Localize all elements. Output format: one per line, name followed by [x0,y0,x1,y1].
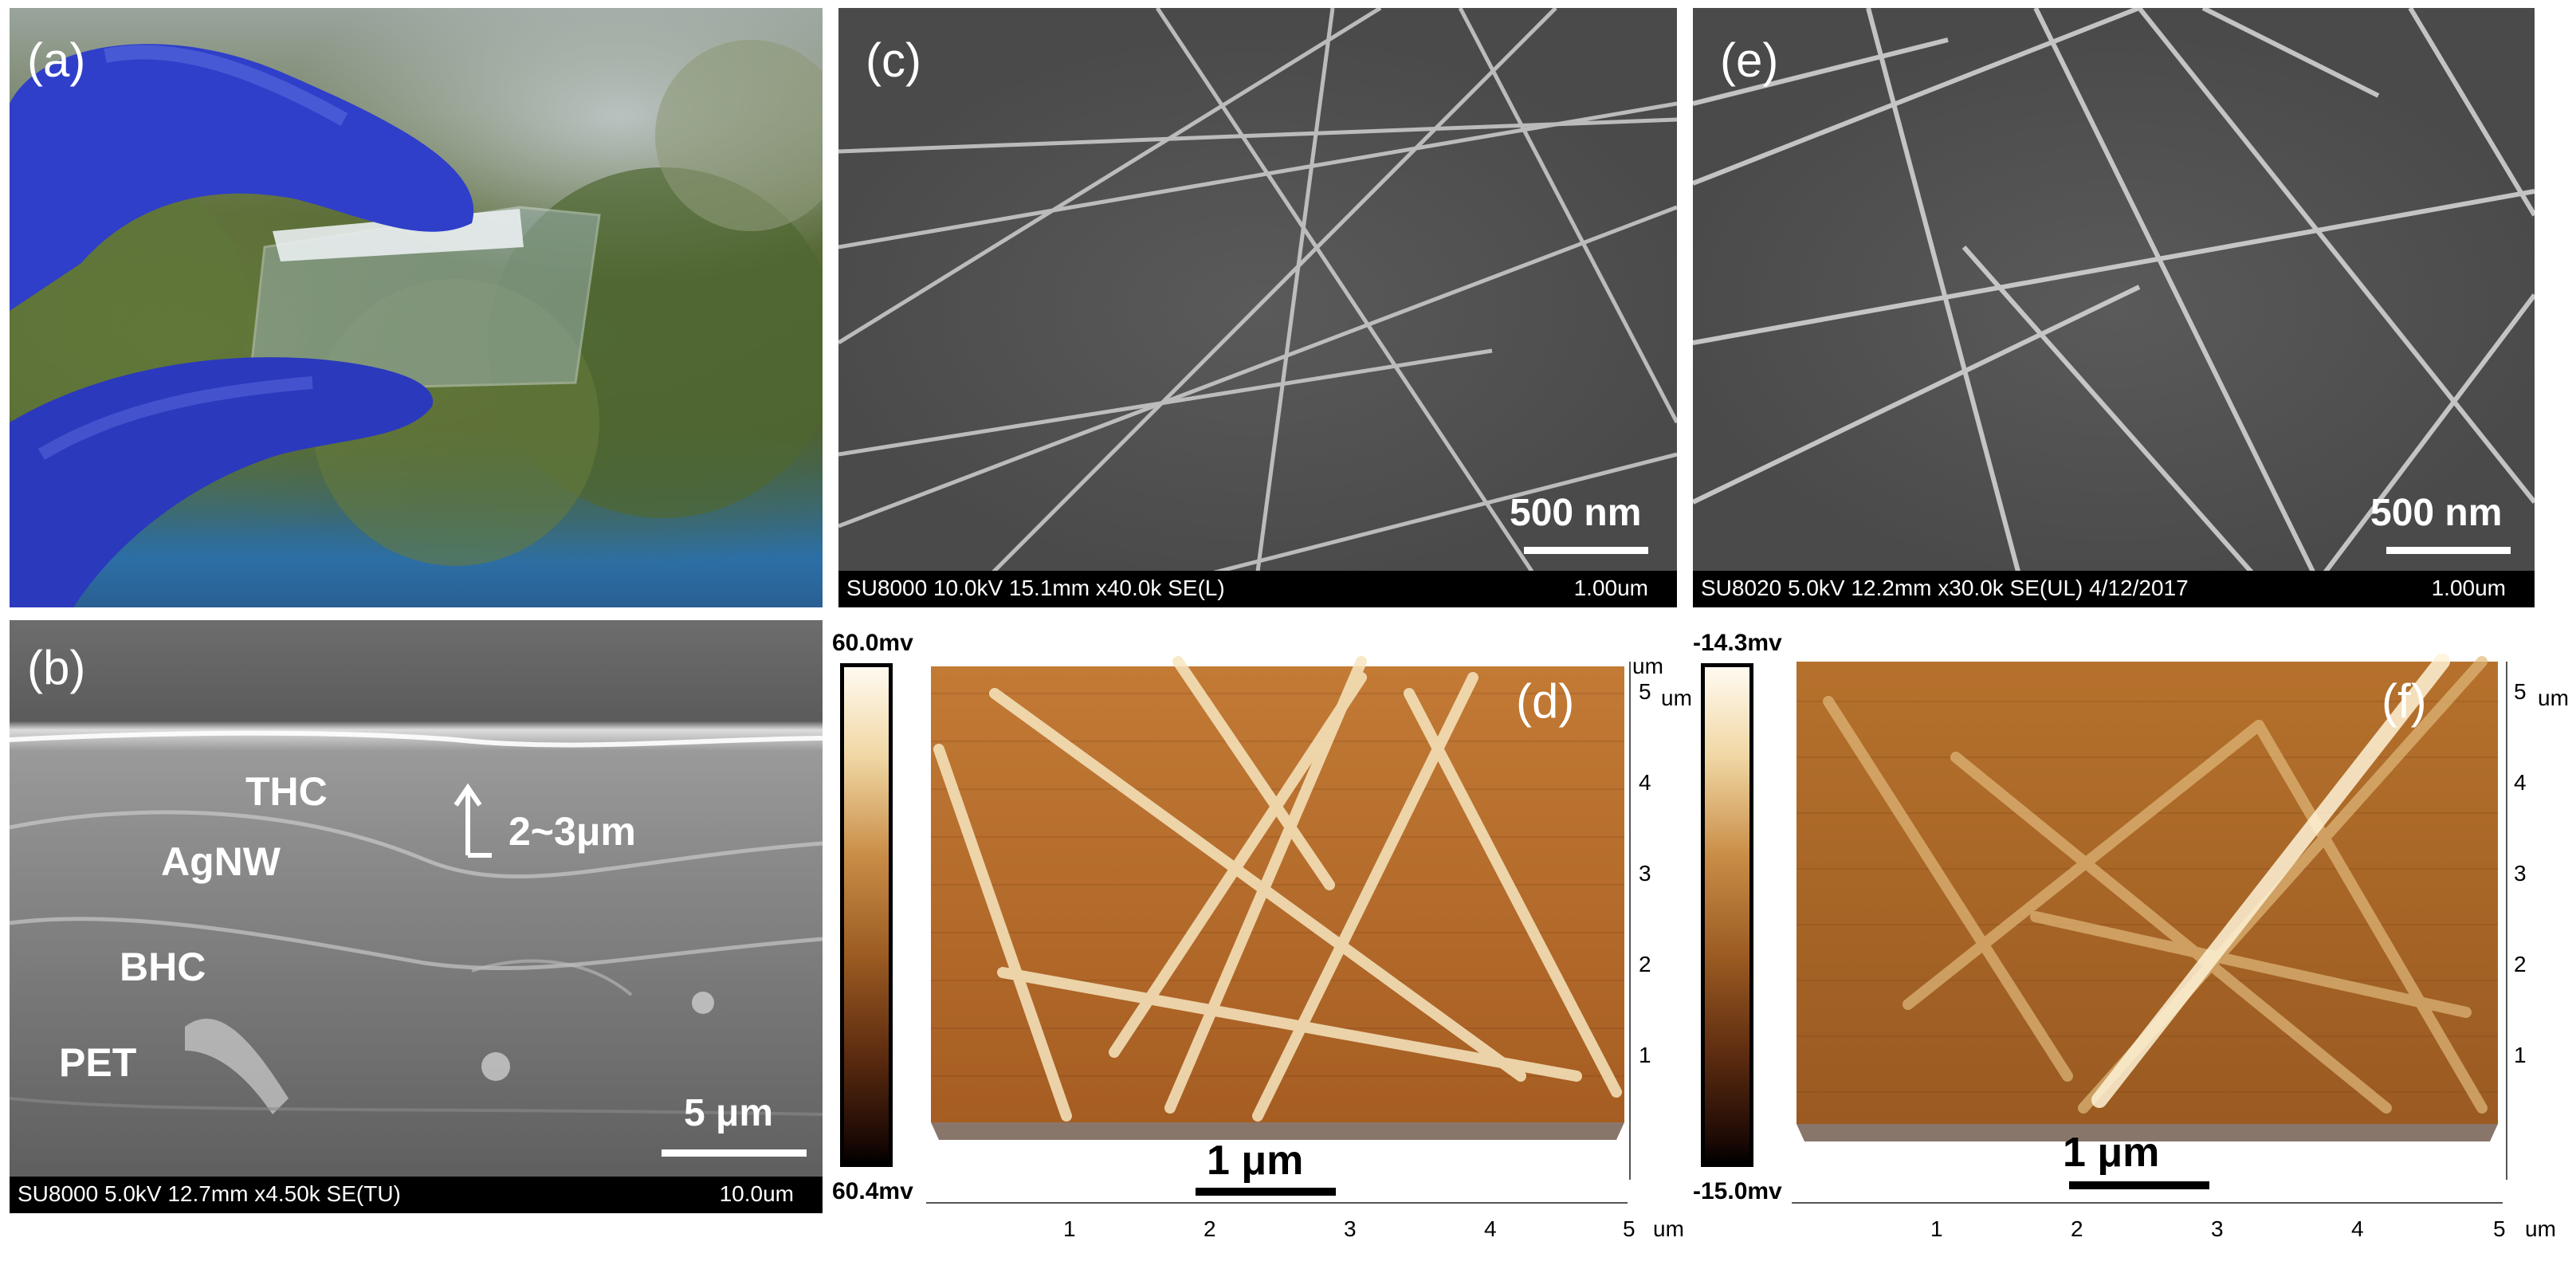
panel-d-x-unit: um [1653,1216,1684,1241]
panel-d-cbar-bottom: 60.4mv [832,1178,913,1204]
panel-c-info-scale: 1.00um [1573,576,1648,600]
panel-e-scale-text: 500 nm [2370,492,2503,534]
layer-label-pet: PET [59,1040,137,1085]
panel-c-sem: (c) 500 nm SU8000 10.0kV 15.1mm x40.0k S… [838,8,1677,607]
panel-d-scale-text: 1 μm [1207,1137,1304,1184]
panel-d-y-tick-1: 1 [1639,1043,1651,1067]
panel-f-colorbar [1701,663,1753,1167]
panel-d-cbar-top: 60.0mv [832,630,913,656]
panel-f-y-tick-5: 5 [2514,679,2527,704]
panel-d-x-tick-2: 2 [1204,1216,1216,1241]
panel-d-colorbar [840,663,893,1167]
panel-e-info-scale: 1.00um [2431,576,2506,600]
panel-d-y-tick-2: 2 [1639,952,1651,976]
panel-f-y-tick-2: 2 [2514,952,2527,976]
panel-d-x-tick-3: 3 [1344,1216,1357,1241]
panel-f-y-axis [2506,662,2507,1180]
panel-d-y-axis [1629,662,1631,1180]
panel-d-surface [931,656,1624,1140]
panel-d-y-tick-5: 5 [1639,679,1651,704]
panel-f-x-tick-5: 5 [2493,1216,2506,1241]
panel-d-x-tick-4: 4 [1484,1216,1497,1241]
panel-f-afm: -14.3mv -15.0mv (f) um 5 4 3 2 [1693,630,2570,1267]
panel-b-info: SU8000 5.0kV 12.7mm x4.50k SE(TU) [18,1181,401,1206]
panel-d-y-unit: um [1661,686,1692,710]
panel-d-scale-bar [1196,1188,1336,1196]
panel-b-info-bar: SU8000 5.0kV 12.7mm x4.50k SE(TU) 10.0um [10,1177,823,1213]
layer-label-bhc: BHC [120,945,206,989]
panel-d-y-tick-3: 3 [1639,861,1651,886]
panel-b-scale-bar [662,1149,807,1157]
panel-f-x-tick-2: 2 [2071,1216,2083,1241]
panel-f-cbar-bottom: -15.0mv [1693,1178,1782,1204]
panel-f-scale-bar [2069,1181,2209,1189]
panel-c-info: SU8000 10.0kV 15.1mm x40.0k SE(L) [846,576,1225,600]
nanowire-network-c [838,8,1677,607]
panel-f-x-tick-1: 1 [1930,1216,1943,1241]
panel-e-scale-bar [2386,547,2511,554]
panel-d-label: (d) [1516,674,1575,728]
panel-d-y-unit-top: um [1632,654,1663,678]
panel-f-surface [1797,654,2498,1141]
panel-a-label: (a) [27,33,86,87]
panel-c-info-bar: SU8000 10.0kV 15.1mm x40.0k SE(L) 1.00um [838,571,1677,607]
panel-d-afm: 60.0mv 60.4mv (d) [832,630,1693,1267]
panel-b-info-scale: 10.0um [719,1181,794,1206]
panel-e-sem: (e) 500 nm SU8020 5.0kV 12.2mm x30.0k SE… [1693,8,2535,607]
panel-f-y-tick-3: 3 [2514,861,2527,886]
gloved-hand-illustration [10,40,823,607]
layer-label-agnw: AgNW [161,839,281,884]
panel-b-sem: (b) THC AgNW BHC PET 2~3μm 5 μm SU8000 5… [10,620,823,1213]
panel-f-x-tick-3: 3 [2211,1216,2224,1241]
panel-a-photo: (a) [10,8,823,607]
panel-c-scale-text: 500 nm [1510,492,1642,534]
thickness-label: 2~3μm [509,809,636,854]
panel-b-scale-text: 5 μm [684,1092,774,1134]
layer-label-thc: THC [245,769,328,814]
panel-f-x-unit: um [2525,1216,2556,1241]
panel-c-label: (c) [866,33,921,87]
nanowire-network-e [1693,8,2535,607]
panel-f-scale-text: 1 μm [2063,1130,2160,1176]
panel-c-scale-bar [1524,547,1648,554]
panel-f-y-tick-4: 4 [2514,770,2527,795]
panel-f-label: (f) [2382,674,2427,728]
panel-b-label: (b) [27,641,86,694]
panel-d-y-tick-4: 4 [1639,770,1651,795]
panel-f-cbar-top: -14.3mv [1693,630,1782,656]
panel-e-info: SU8020 5.0kV 12.2mm x30.0k SE(UL) 4/12/2… [1701,576,2189,600]
panel-d-x-axis [926,1202,1628,1204]
panel-d-x-tick-5: 5 [1623,1216,1636,1241]
panel-e-info-bar: SU8020 5.0kV 12.2mm x30.0k SE(UL) 4/12/2… [1693,571,2535,607]
panel-f-y-tick-1: 1 [2514,1043,2527,1067]
cross-section-texture [10,730,823,1116]
panel-d-x-tick-1: 1 [1063,1216,1076,1241]
panel-f-x-axis [1792,1202,2503,1204]
panel-e-label: (e) [1720,33,1779,87]
panel-f-y-unit: um [2538,686,2569,710]
panel-f-x-tick-4: 4 [2351,1216,2364,1241]
